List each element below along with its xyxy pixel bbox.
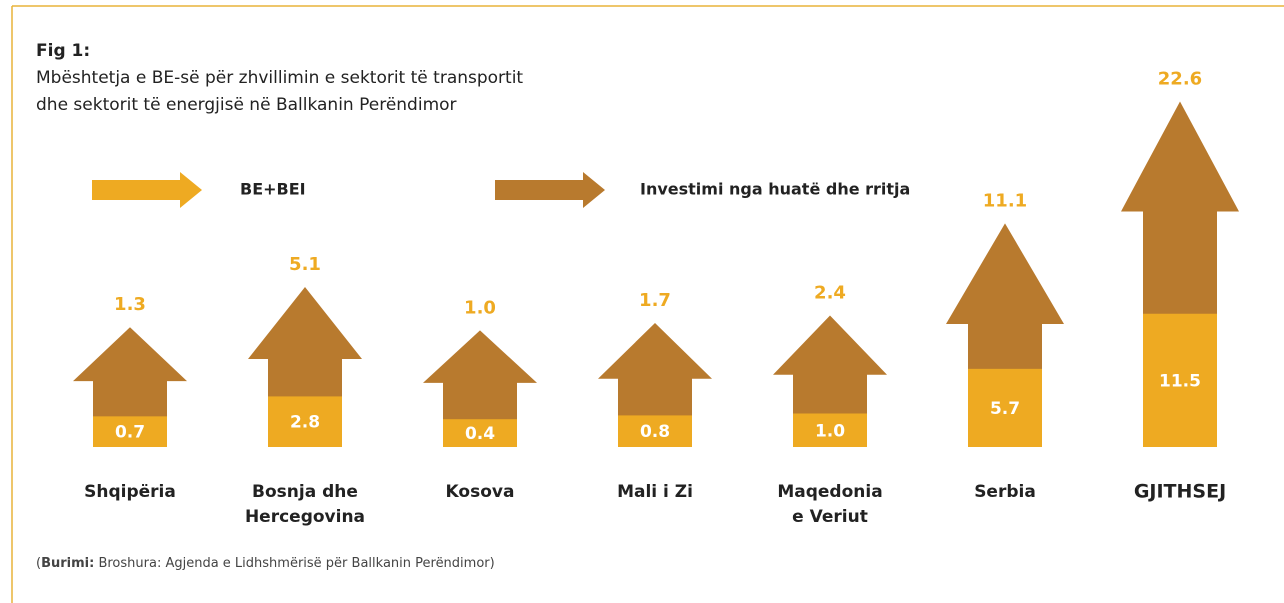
- bar-segment: [93, 416, 167, 447]
- x-tick-label: Mali i Zi: [617, 482, 693, 502]
- chart-title: Fig 1:: [36, 41, 90, 61]
- legend-swatch: [495, 172, 605, 208]
- value-label: 2.8: [290, 413, 320, 433]
- x-tick-label: Maqedonia: [777, 482, 882, 502]
- x-tick-label: e Veriut: [792, 507, 868, 527]
- value-label: 2.4: [814, 283, 846, 304]
- x-tick-label: GJITHSEJ: [1134, 481, 1226, 503]
- x-tick-label: Bosnja dhe: [252, 482, 358, 502]
- subtitle: dhe sektorit të energjisë në Ballkanin P…: [36, 95, 457, 115]
- bar-segment: [968, 368, 1042, 447]
- value-label: 1.7: [639, 290, 671, 311]
- value-label: 5.7: [990, 399, 1020, 419]
- bar-segment: [618, 415, 692, 447]
- value-label: 1.0: [815, 421, 845, 441]
- arrow: [423, 330, 537, 447]
- x-tick-label: Shqipëria: [84, 482, 176, 502]
- bar-segment: [793, 413, 867, 447]
- value-label: 0.7: [115, 423, 145, 443]
- x-tick-label: Serbia: [974, 482, 1036, 502]
- bar-segment: [1143, 313, 1217, 447]
- legend-label: BE+BEI: [240, 180, 306, 199]
- value-label: 1.0: [464, 297, 496, 318]
- x-tick-label: Kosova: [446, 482, 515, 502]
- value-label: 11.5: [1159, 371, 1201, 391]
- value-label: 1.3: [114, 294, 146, 315]
- value-label: 0.8: [640, 422, 670, 442]
- legend-label: Investimi nga huatë dhe rritja: [640, 180, 910, 199]
- subtitle: Mbështetja e BE-së për zhvillimin e sekt…: [36, 68, 523, 88]
- bar-segment: [268, 396, 342, 447]
- value-label: 11.1: [983, 190, 1027, 211]
- x-tick-label: Hercegovina: [245, 507, 365, 527]
- bar-segment: [443, 419, 517, 447]
- legend-swatch: [92, 172, 202, 208]
- value-label: 0.4: [465, 424, 495, 444]
- value-label: 5.1: [289, 254, 321, 275]
- source: (Burimi: Broshura: Agjenda e Lidhshmëris…: [36, 556, 495, 571]
- value-label: 22.6: [1158, 68, 1202, 89]
